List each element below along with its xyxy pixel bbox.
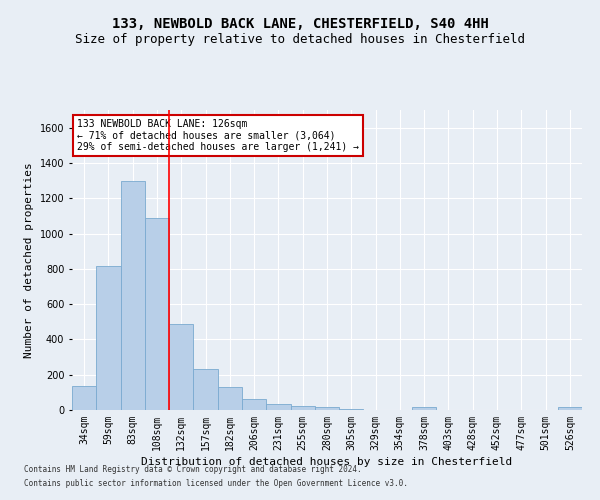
Text: 133 NEWBOLD BACK LANE: 126sqm
← 71% of detached houses are smaller (3,064)
29% o: 133 NEWBOLD BACK LANE: 126sqm ← 71% of d… <box>77 119 359 152</box>
Bar <box>266 404 290 410</box>
Text: Contains HM Land Registry data © Crown copyright and database right 2024.: Contains HM Land Registry data © Crown c… <box>24 466 362 474</box>
Text: Size of property relative to detached houses in Chesterfield: Size of property relative to detached ho… <box>75 32 525 46</box>
Bar <box>145 218 169 410</box>
Bar <box>242 398 266 410</box>
Bar <box>193 370 218 410</box>
Bar <box>315 408 339 410</box>
Text: 133, NEWBOLD BACK LANE, CHESTERFIELD, S40 4HH: 133, NEWBOLD BACK LANE, CHESTERFIELD, S4… <box>112 18 488 32</box>
Bar <box>218 387 242 410</box>
Bar <box>169 324 193 410</box>
Bar <box>72 386 96 410</box>
Bar <box>412 408 436 410</box>
Bar <box>96 266 121 410</box>
Bar <box>121 182 145 410</box>
Bar <box>339 409 364 410</box>
Text: Contains public sector information licensed under the Open Government Licence v3: Contains public sector information licen… <box>24 479 408 488</box>
Y-axis label: Number of detached properties: Number of detached properties <box>24 162 34 358</box>
Bar <box>290 406 315 410</box>
Bar <box>558 408 582 410</box>
X-axis label: Distribution of detached houses by size in Chesterfield: Distribution of detached houses by size … <box>142 457 512 467</box>
